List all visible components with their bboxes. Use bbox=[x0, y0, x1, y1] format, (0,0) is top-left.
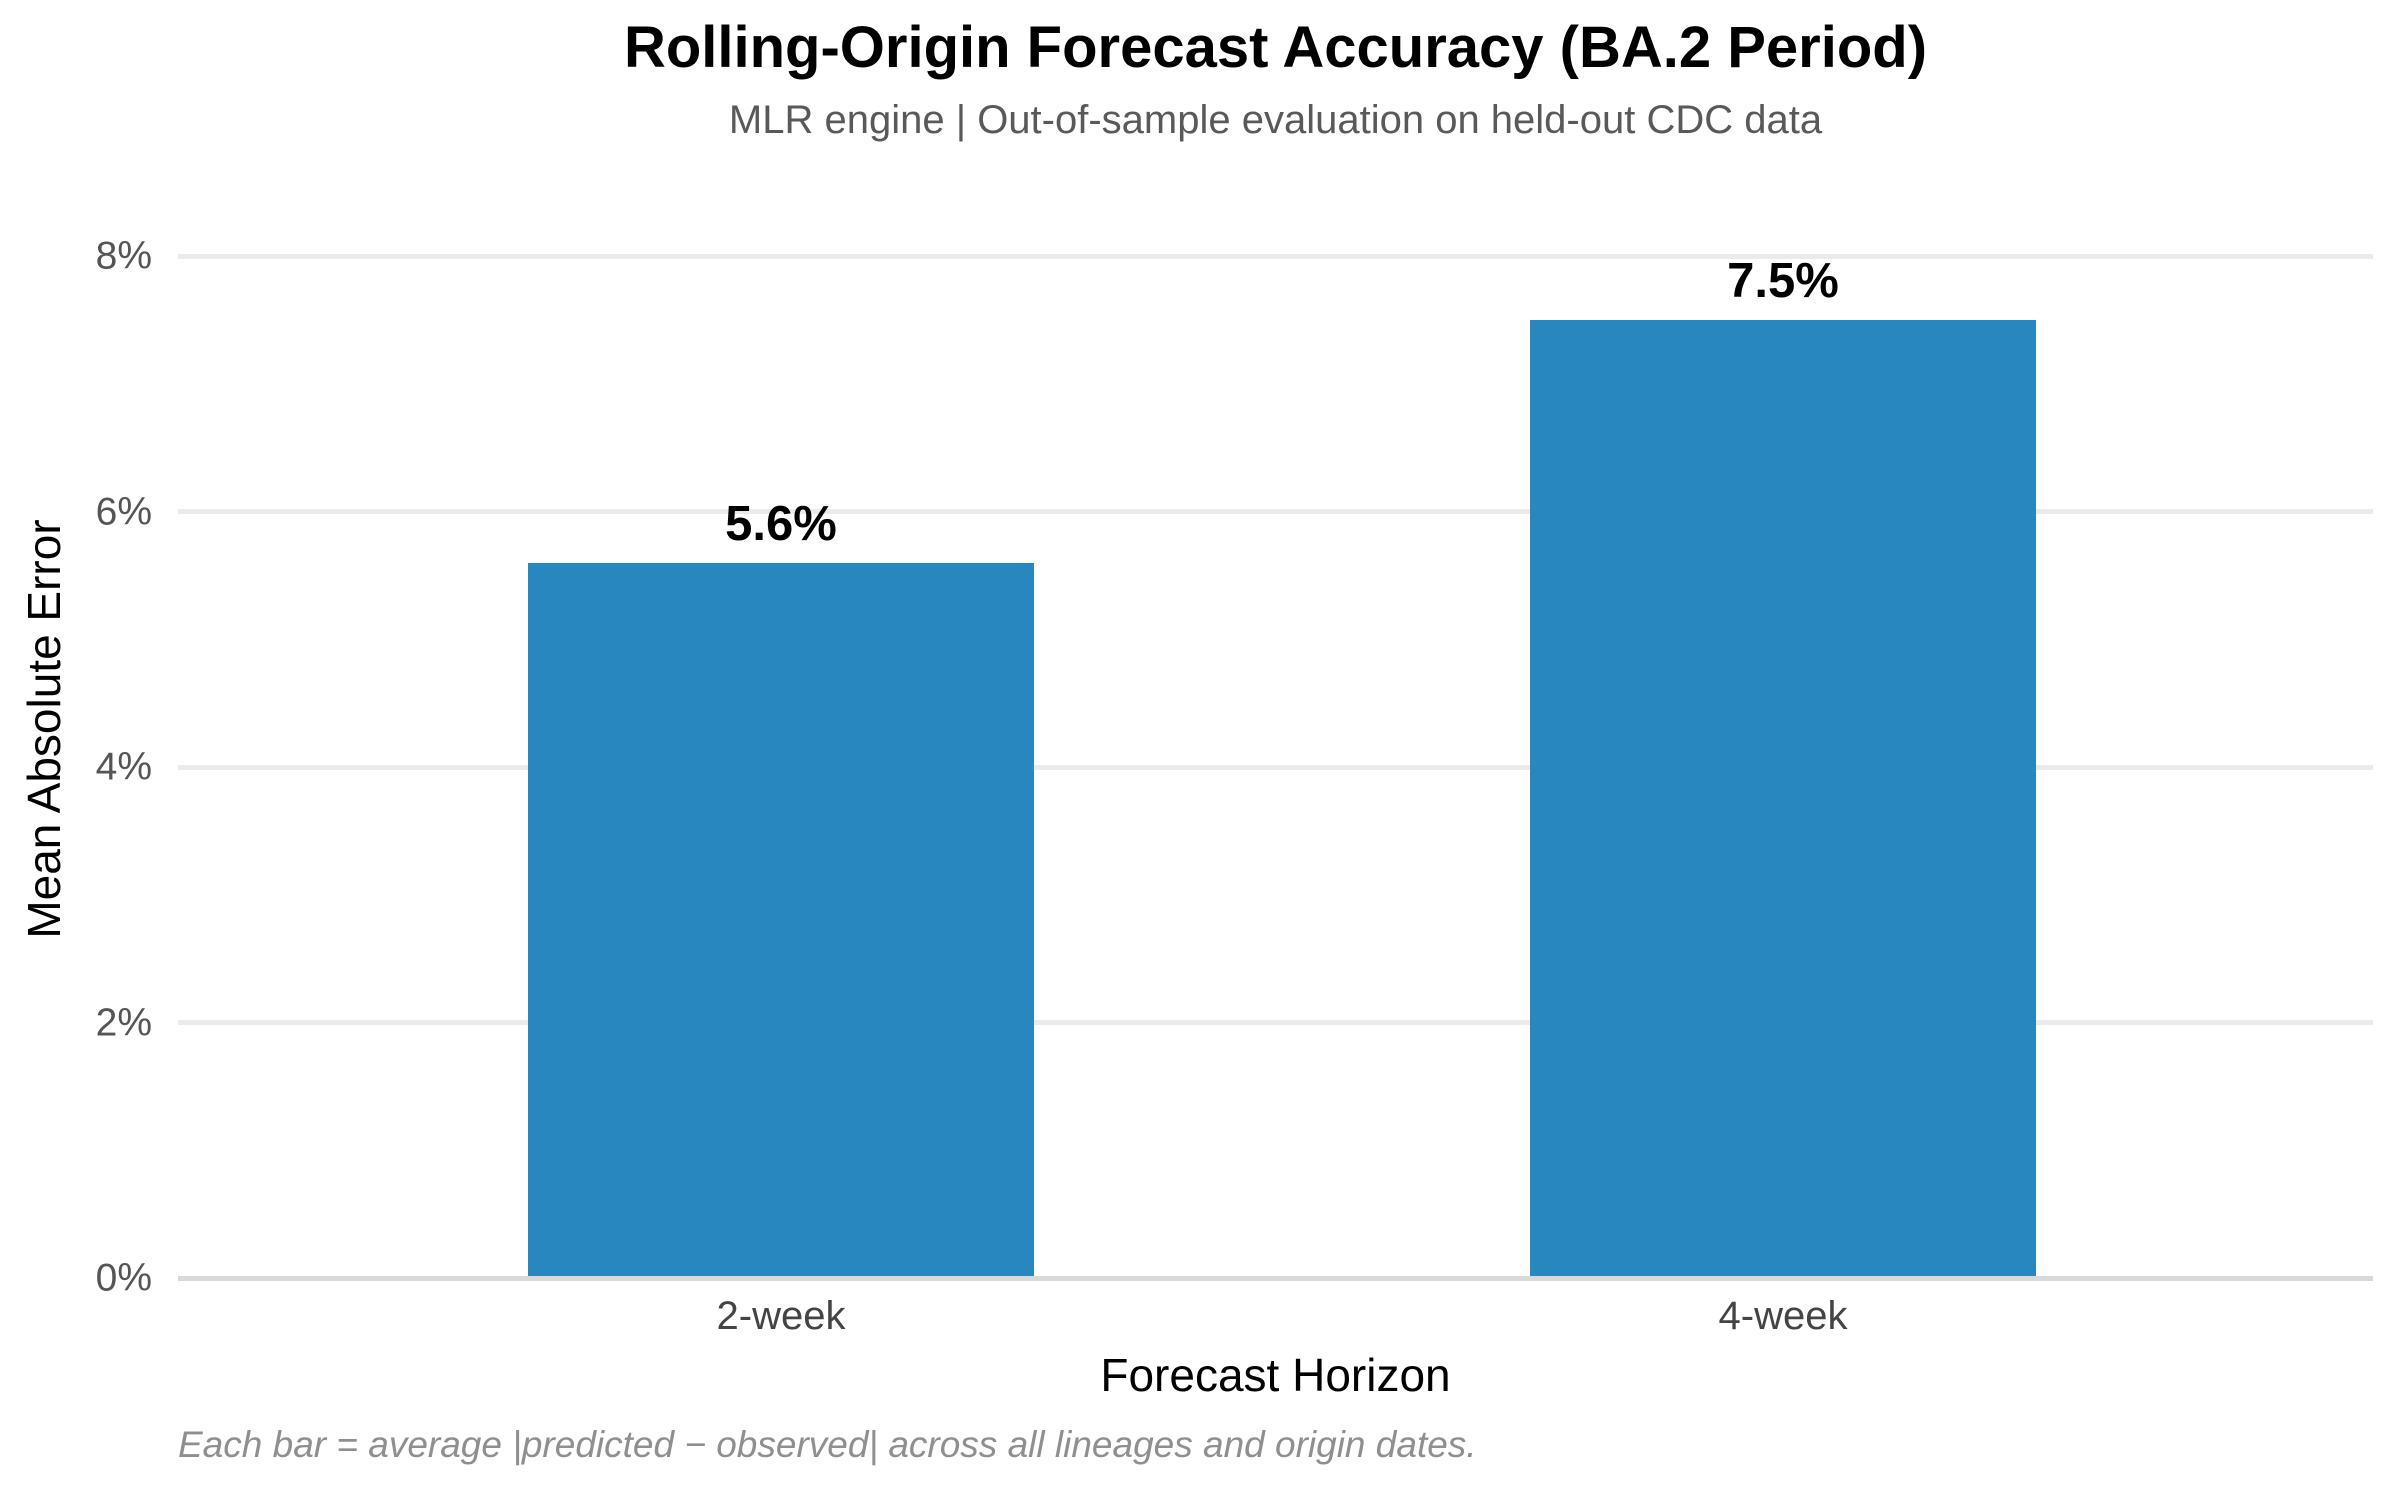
bar-group-4-week: 7.5% 4-week bbox=[1530, 256, 2036, 1336]
y-tick-label-8pct: 8% bbox=[95, 234, 152, 278]
plot-area: 5.6% 2-week 7.5% 4-week bbox=[178, 170, 2373, 1336]
y-tick-label-0pct: 0% bbox=[95, 1256, 152, 1300]
gridline-2pct bbox=[178, 1020, 2373, 1025]
chart-title: Rolling-Origin Forecast Accuracy (BA.2 P… bbox=[623, 15, 1928, 80]
x-axis-title: Forecast Horizon bbox=[1100, 1349, 1451, 1401]
y-tick-label-6pct: 6% bbox=[95, 490, 152, 533]
y-tick-label-2pct: 2% bbox=[95, 1001, 152, 1044]
gridline-0pct-baseline bbox=[178, 1275, 2373, 1281]
y-tick-label-4pct: 4% bbox=[95, 745, 152, 789]
bar-2-week bbox=[528, 562, 1034, 1278]
gridline-4pct bbox=[178, 764, 2373, 770]
bar-value-label-2-week: 5.6% bbox=[725, 496, 837, 551]
chart-subtitle: MLR engine | Out-of-sample evaluation on… bbox=[728, 98, 1823, 142]
chart-caption: Each bar = average |predicted − observed… bbox=[178, 1424, 1477, 1465]
x-tick-label-2-week: 2-week bbox=[716, 1294, 846, 1338]
y-axis-tick-labels: 0% 2% 4% 6% 8% bbox=[0, 170, 152, 1298]
bar-value-label-4-week: 7.5% bbox=[1727, 253, 1839, 308]
bar-group-2-week: 5.6% 2-week bbox=[528, 499, 1034, 1336]
gridline-6pct bbox=[178, 509, 2373, 514]
bar-4-week bbox=[1530, 319, 2036, 1278]
x-tick-label-4-week: 4-week bbox=[1718, 1294, 1848, 1338]
gridline-8pct bbox=[178, 253, 2373, 259]
